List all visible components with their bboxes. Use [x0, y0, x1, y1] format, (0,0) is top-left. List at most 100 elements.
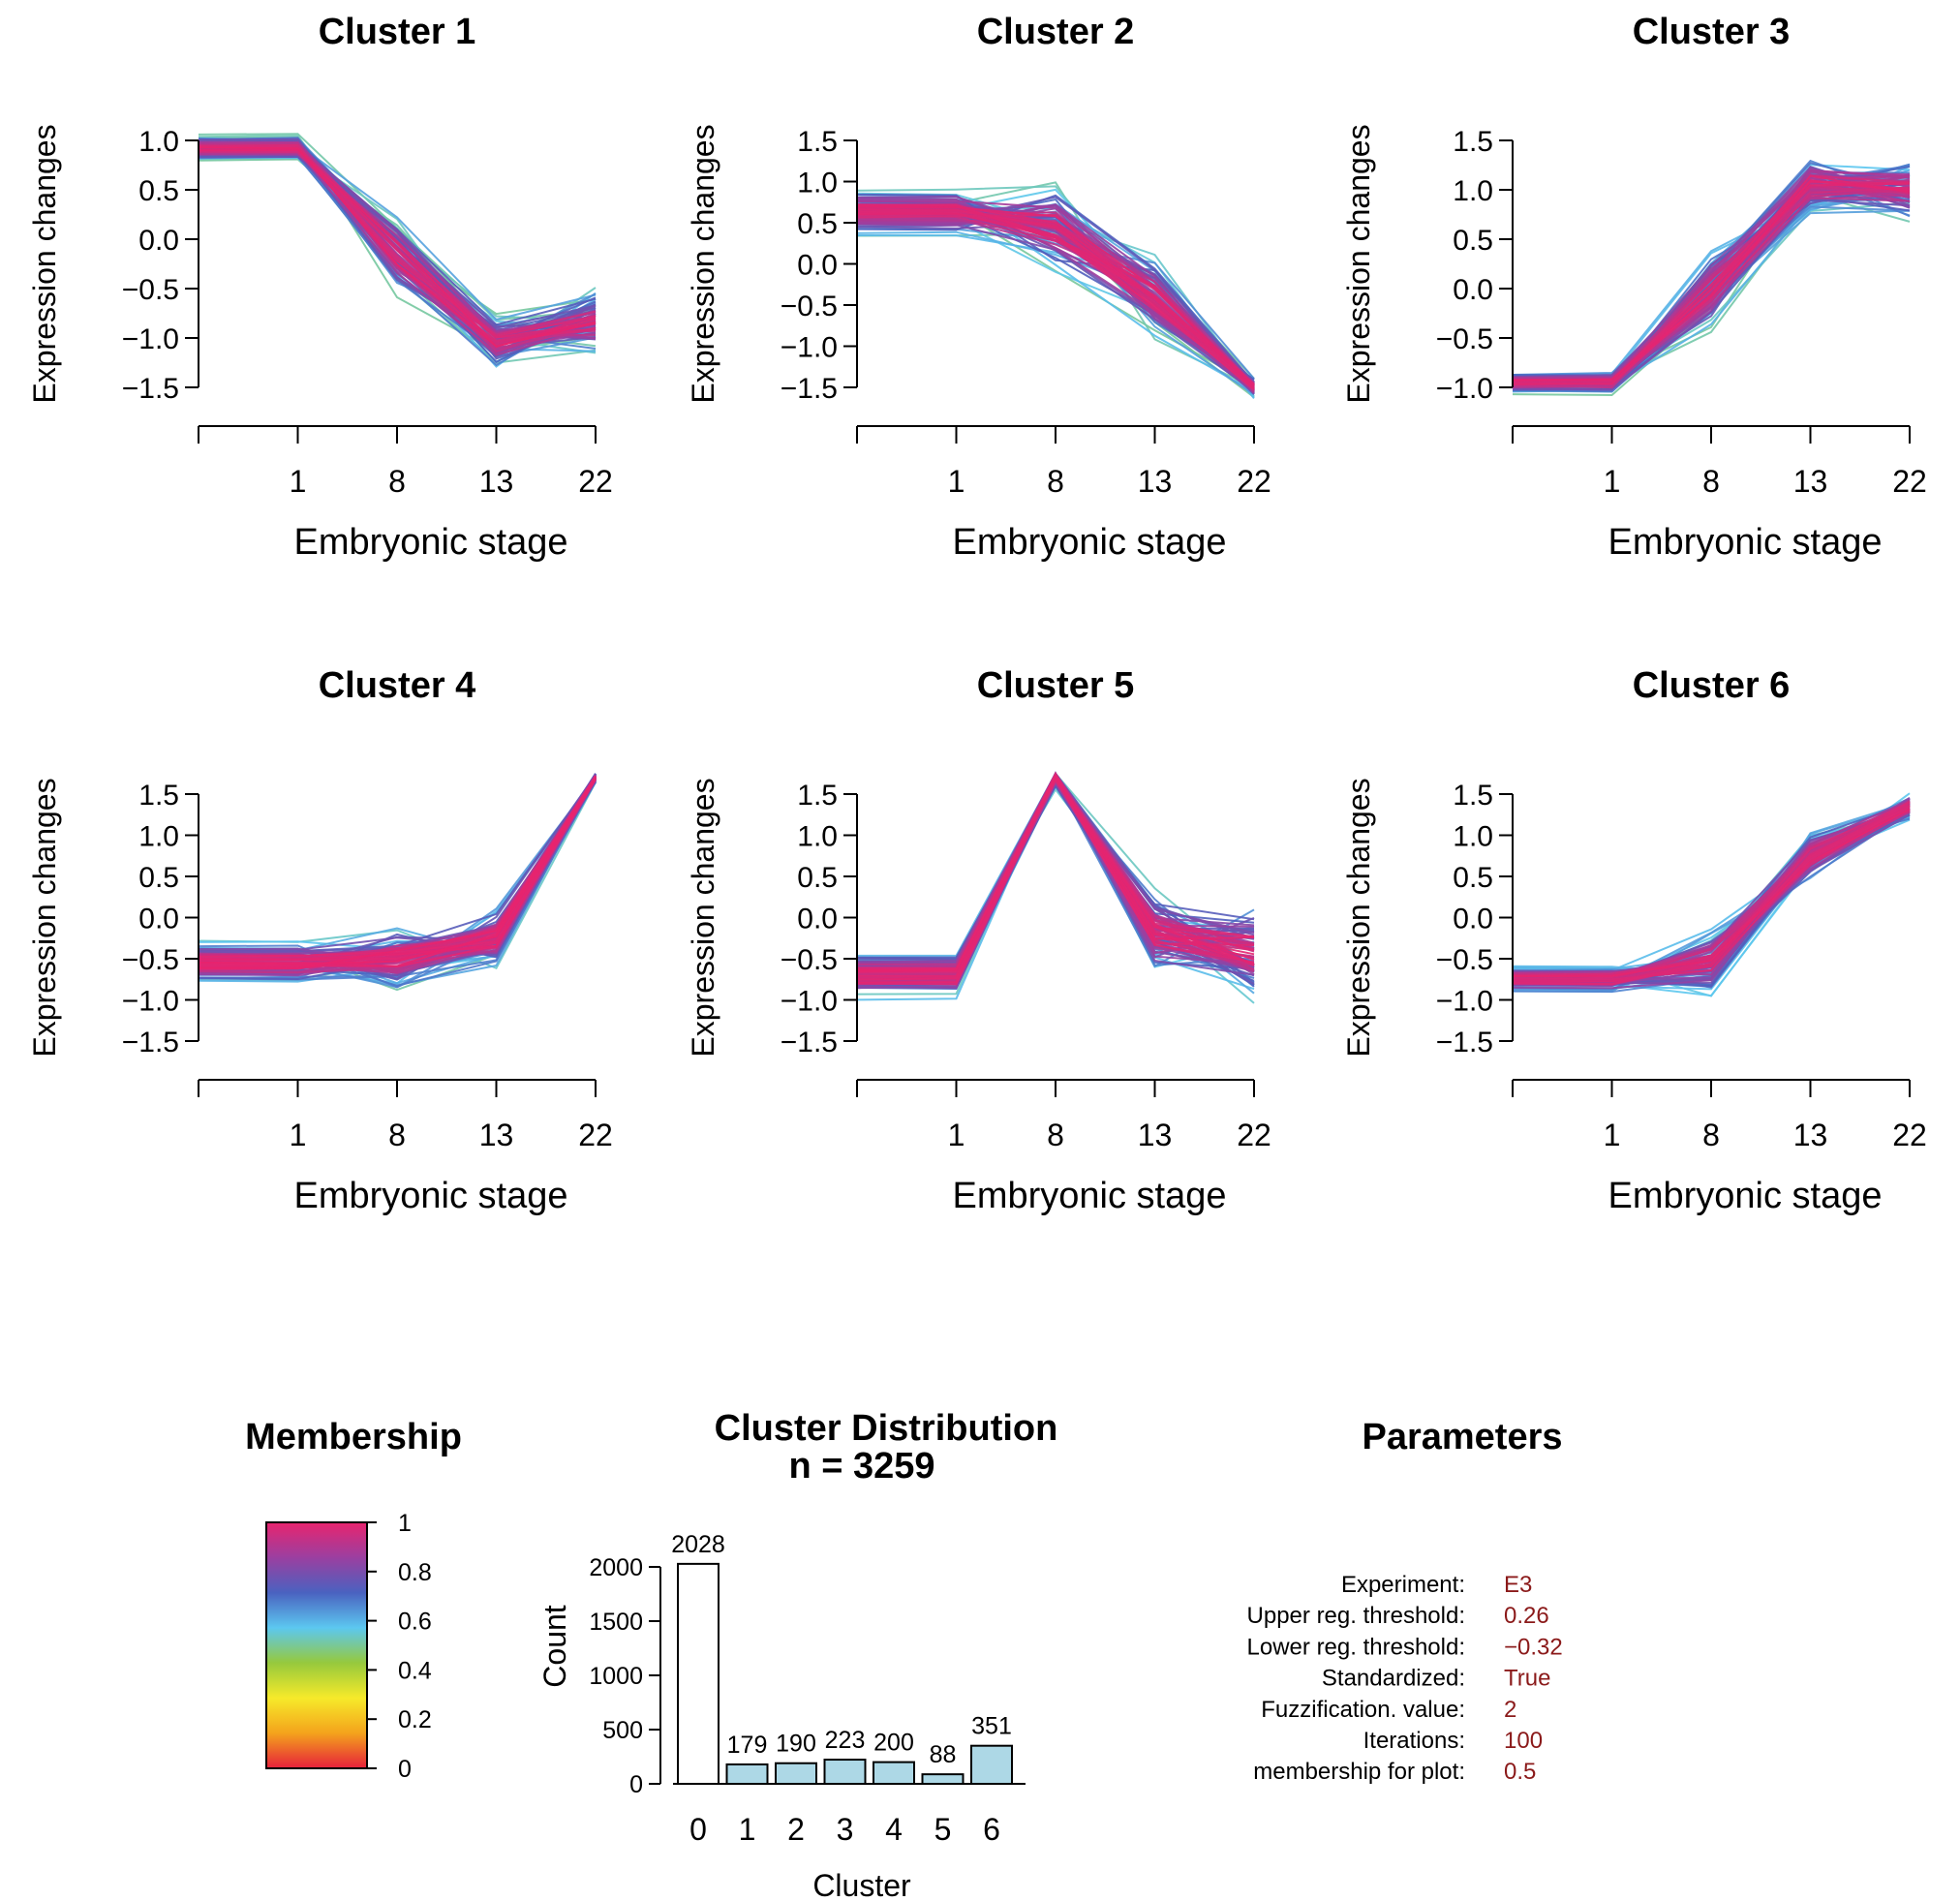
- y-tick-label: 0.0: [1453, 904, 1493, 935]
- membership-legend: Membership 0 0.2 0.4 0.6 0.8 1: [245, 1417, 462, 1783]
- y-tick-label: 1.0: [797, 168, 838, 199]
- cluster-title: Cluster 5: [977, 665, 1135, 706]
- cluster-panel-2: Cluster 2 −1.5 −1.0 −0.5 0.0 0.5 1.0 1.5 Express…: [686, 12, 1271, 563]
- y-tick-label: 1.0: [138, 821, 179, 853]
- y-tick-label: 1.0: [138, 126, 179, 158]
- profile-line: [856, 216, 1255, 388]
- x-axis: 1 8 13 22 Embryonic stage: [856, 1079, 1271, 1216]
- y-tick-label: −1.5: [781, 373, 838, 405]
- bar-value-label: 223: [825, 1727, 866, 1754]
- profile-line: [856, 203, 1255, 387]
- y-tick-label: 1.0: [1453, 821, 1493, 853]
- x-tick-label: 1: [1604, 1118, 1621, 1152]
- cluster-panel-4: Cluster 4 −1.5 −1.0 −0.5 0.0 0.5 1.0 1.5 Express…: [27, 665, 613, 1216]
- y-tick-label: 0.5: [138, 175, 179, 207]
- bar-chart-title: Cluster Distribution: [715, 1408, 1058, 1449]
- y-tick-label: 0.5: [797, 208, 838, 240]
- parameter-row: Standardized: True: [1322, 1666, 1551, 1692]
- y-tick-label: −1.0: [1436, 373, 1493, 405]
- parameters-table: Experiment: E3 Upper reg. threshold: 0.26 Lo…: [1247, 1572, 1563, 1785]
- y-tick-label: −1.5: [122, 373, 179, 405]
- y-tick-label: 2000: [589, 1554, 643, 1581]
- x-tick-label: 22: [1892, 1118, 1927, 1152]
- bar-value-label: 190: [776, 1731, 816, 1758]
- y-tick-label: 0.5: [138, 862, 179, 894]
- x-tick-label: 8: [1702, 464, 1720, 499]
- membership-tick-label: 0.8: [398, 1559, 432, 1586]
- y-axis-label: Expression changes: [686, 778, 720, 1057]
- y-tick-label: −0.5: [1436, 944, 1493, 976]
- x-axis-label: Embryonic stage: [952, 1176, 1226, 1216]
- y-tick-label: 1.5: [797, 780, 838, 812]
- x-tick-label: 8: [388, 464, 406, 499]
- parameter-label: membership for plot:: [1253, 1759, 1465, 1785]
- parameters-title: Parameters: [1362, 1417, 1562, 1457]
- parameter-label: Standardized:: [1322, 1666, 1465, 1692]
- parameter-value: 2: [1504, 1697, 1516, 1723]
- profile-lines: [856, 771, 1255, 1004]
- bar-value-label: 88: [930, 1741, 957, 1768]
- y-tick-label: 0.0: [797, 250, 838, 282]
- cluster-title: Cluster 1: [319, 12, 476, 52]
- x-axis: 1 8 13 22 Embryonic stage: [1512, 425, 1927, 563]
- membership-tick-label: 1: [398, 1510, 412, 1537]
- cluster-panel-5: Cluster 5 −1.5 −1.0 −0.5 0.0 0.5 1.0 1.5 Express…: [686, 665, 1271, 1216]
- profile-line: [198, 778, 597, 966]
- membership-ticks: 0 0.2 0.4 0.6 0.8 1: [367, 1510, 432, 1783]
- y-axis-label: Expression changes: [1341, 778, 1376, 1057]
- y-axis: −1.5 −1.0 −0.5 0.0 0.5 1.0 1.5 Expression chang…: [1341, 778, 1514, 1058]
- x-tick-label: 6: [983, 1812, 1000, 1847]
- x-tick-label: 13: [1138, 464, 1173, 499]
- x-tick-label: 22: [578, 1118, 613, 1152]
- y-axis-label: Count: [537, 1605, 572, 1688]
- x-tick-label: 3: [837, 1812, 854, 1847]
- parameter-label: Experiment:: [1341, 1572, 1465, 1598]
- y-tick-label: −0.5: [122, 944, 179, 976]
- y-axis: −1.5 −1.0 −0.5 0.0 0.5 1.0 1.5 Expression chang…: [686, 778, 858, 1058]
- y-tick-label: 0.5: [797, 862, 838, 894]
- profile-line: [1512, 179, 1911, 382]
- y-axis-label: Expression changes: [27, 124, 62, 403]
- x-axis-label: Embryonic stage: [1608, 1176, 1882, 1216]
- x-tick-label: 2: [787, 1812, 805, 1847]
- y-tick-label: −1.0: [122, 323, 179, 355]
- cluster-title: Cluster 4: [319, 665, 476, 706]
- profile-lines: [856, 181, 1255, 400]
- parameter-label: Upper reg. threshold:: [1247, 1603, 1465, 1629]
- x-tick-label: 1: [1604, 464, 1621, 499]
- x-axis-label: Embryonic stage: [293, 1176, 567, 1216]
- y-tick-label: 500: [602, 1717, 643, 1744]
- x-tick-label: 1: [290, 1118, 307, 1152]
- bar-chart-subtitle: n = 3259: [788, 1446, 934, 1487]
- membership-tick-label: 0: [398, 1756, 412, 1783]
- profile-line: [198, 133, 597, 322]
- bar: [775, 1762, 817, 1785]
- y-tick-label: −1.0: [122, 986, 179, 1018]
- x-tick-label: 13: [1793, 464, 1828, 499]
- profile-line: [856, 205, 1255, 391]
- parameters-panel: Parameters Experiment: E3 Upper reg. thres…: [1247, 1417, 1563, 1785]
- x-tick-label: 22: [1892, 464, 1927, 499]
- x-tick-label: 22: [1237, 1118, 1271, 1152]
- x-tick-label: 8: [1047, 464, 1064, 499]
- y-axis: −1.5 −1.0 −0.5 0.0 0.5 1.0 Expression changes: [27, 124, 199, 405]
- x-tick-label: 1: [948, 1118, 965, 1152]
- x-axis-label: Embryonic stage: [293, 522, 567, 563]
- y-tick-label: −0.5: [1436, 323, 1493, 355]
- profile-lines: [1512, 159, 1911, 397]
- x-tick-label: 1: [739, 1812, 756, 1847]
- y-tick-label: 1.5: [1453, 126, 1493, 158]
- profile-line: [856, 208, 1255, 385]
- x-tick-label: 1: [290, 464, 307, 499]
- y-axis-label: Expression changes: [686, 124, 720, 403]
- y-tick-label: 0.5: [1453, 862, 1493, 894]
- parameter-value: 100: [1504, 1728, 1543, 1754]
- y-tick-label: −0.5: [781, 291, 838, 322]
- profile-line: [856, 773, 1255, 971]
- y-tick-label: 0.0: [138, 225, 179, 257]
- membership-title: Membership: [245, 1417, 462, 1457]
- x-axis: 1 8 13 22 Embryonic stage: [1512, 1079, 1927, 1216]
- y-tick-label: −0.5: [781, 944, 838, 976]
